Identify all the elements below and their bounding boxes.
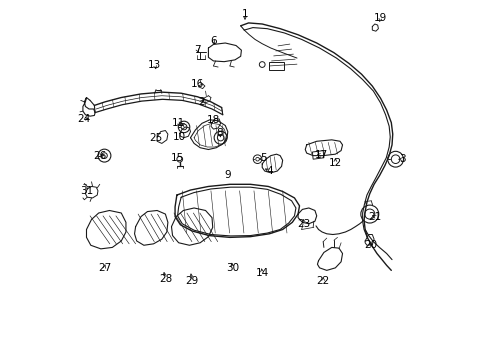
Text: 18: 18 (207, 115, 220, 125)
Text: 10: 10 (173, 132, 186, 142)
Text: 3: 3 (399, 154, 405, 164)
Text: 27: 27 (98, 263, 111, 273)
Text: 6: 6 (210, 36, 217, 46)
Text: 1: 1 (242, 9, 248, 19)
Text: 20: 20 (365, 240, 378, 250)
Text: 15: 15 (171, 153, 184, 163)
Text: 19: 19 (374, 13, 387, 23)
Text: 4: 4 (266, 166, 273, 176)
Text: 25: 25 (149, 133, 163, 143)
Text: 16: 16 (191, 79, 204, 89)
Text: 8: 8 (217, 129, 223, 138)
Text: 22: 22 (317, 276, 330, 286)
Text: 12: 12 (329, 158, 342, 168)
Text: 30: 30 (226, 263, 239, 273)
Text: 29: 29 (185, 276, 198, 286)
Text: 17: 17 (315, 150, 328, 160)
Text: 14: 14 (256, 268, 269, 278)
Text: 7: 7 (195, 45, 201, 55)
Text: 2: 2 (198, 97, 204, 107)
Text: 11: 11 (172, 118, 185, 128)
Text: 26: 26 (93, 150, 106, 161)
Text: 28: 28 (159, 274, 172, 284)
Text: 31: 31 (80, 186, 94, 197)
Text: 23: 23 (297, 219, 311, 229)
Text: 21: 21 (368, 212, 381, 221)
Text: 24: 24 (77, 114, 90, 124)
Text: 5: 5 (260, 153, 267, 163)
Text: 9: 9 (224, 170, 231, 180)
Text: 13: 13 (148, 59, 161, 69)
